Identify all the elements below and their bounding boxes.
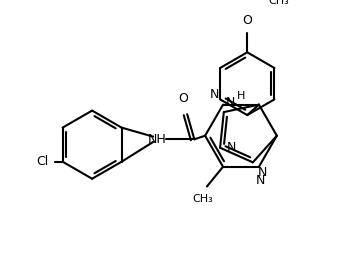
Text: N: N xyxy=(210,88,220,101)
Text: N: N xyxy=(256,174,265,187)
Text: O: O xyxy=(242,14,252,27)
Text: H: H xyxy=(237,91,245,101)
Text: CH₃: CH₃ xyxy=(269,0,289,6)
Text: NH: NH xyxy=(148,133,167,146)
Text: Cl: Cl xyxy=(36,155,48,168)
Text: N: N xyxy=(258,166,267,179)
Text: O: O xyxy=(179,92,189,105)
Text: CH₃: CH₃ xyxy=(192,194,213,204)
Text: N: N xyxy=(226,95,235,109)
Text: N: N xyxy=(227,141,237,154)
